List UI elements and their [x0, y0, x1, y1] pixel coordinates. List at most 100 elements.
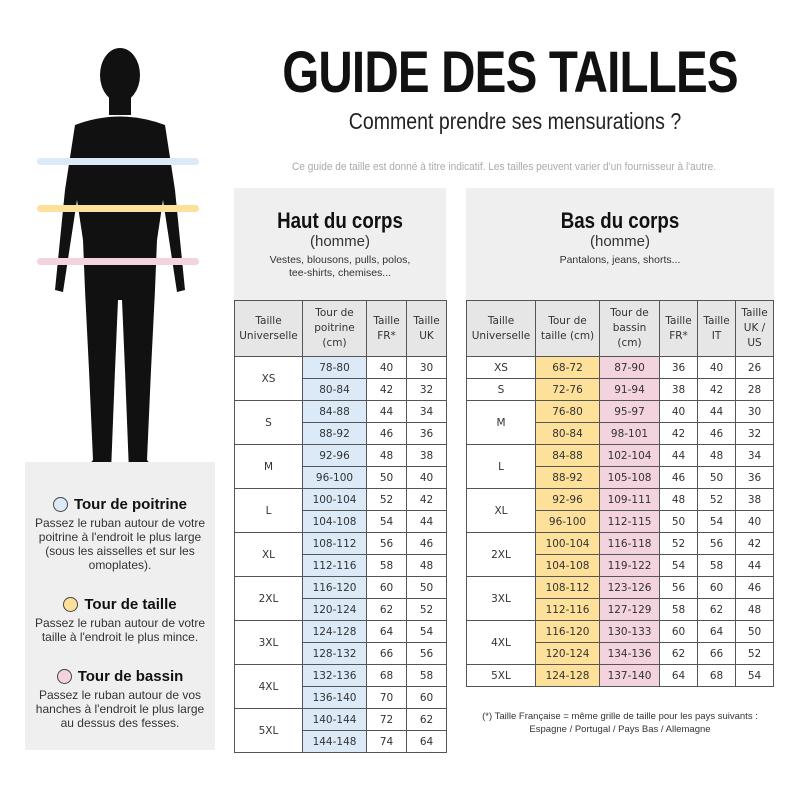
table-row: L 100-104 52 42 [234, 488, 447, 533]
value-cell: 64 [659, 664, 698, 687]
value-cell: 137-140 [599, 664, 660, 687]
size-cell: 2XL [466, 532, 536, 577]
value-cell: 62 [659, 642, 698, 665]
value-cell: 46 [366, 422, 407, 445]
value-cell: 66 [697, 642, 736, 665]
column-header: Taille IT [697, 300, 736, 357]
value-cell: 72-76 [535, 378, 600, 401]
size-cell: XL [234, 532, 303, 577]
value-cell: 96-100 [535, 510, 600, 533]
value-cell: 50 [697, 466, 736, 489]
value-cell: 50 [659, 510, 698, 533]
bottom-title: Bas du corps [560, 208, 680, 233]
value-cell: 48 [659, 488, 698, 511]
value-cell: 42 [659, 422, 698, 445]
value-cell: 123-126 [599, 576, 660, 599]
value-cell: 64 [697, 620, 736, 643]
value-cell: 68 [366, 664, 407, 687]
body-silhouette [37, 48, 199, 472]
value-cell: 54 [366, 510, 407, 533]
value-cell: 54 [659, 554, 698, 577]
value-cell: 60 [366, 576, 407, 599]
size-cell: 5XL [466, 664, 536, 687]
size-cell: 3XL [466, 576, 536, 621]
value-cell: 38 [735, 488, 774, 511]
top-size-table: Taille Universelle Tour de poitrine (cm) T… [234, 300, 447, 753]
hips-dot-icon [56, 669, 72, 684]
table-row: XL 108-112 56 46 [234, 532, 447, 577]
value-cell: 109-111 [599, 488, 660, 511]
measure-title: Tour de bassin [77, 668, 184, 685]
value-cell: 52 [406, 598, 447, 621]
measure-title: Tour de poitrine [73, 496, 188, 513]
value-cell: 130-133 [599, 620, 660, 643]
size-cell: 4XL [234, 664, 303, 709]
measure-hips: Tour de bassin Passez le ruban autour de… [25, 668, 215, 730]
value-cell: 80-84 [302, 378, 367, 401]
table-row: 88-92 105-108 46 50 36 [467, 466, 774, 489]
table-row: S 72-76 91-94 38 42 28 [466, 378, 774, 401]
column-header: Taille Universelle [466, 300, 536, 357]
value-cell: 40 [366, 356, 407, 379]
value-cell: 80-84 [535, 422, 600, 445]
value-cell: 100-104 [302, 488, 367, 511]
table-row: 3XL 124-128 64 54 [234, 620, 447, 665]
column-header: Taille FR* [659, 300, 698, 357]
table-row: M 76-80 95-97 40 44 30 [466, 400, 774, 445]
table-row: 136-140 70 60 [235, 686, 447, 709]
value-cell: 40 [697, 356, 736, 379]
value-cell: 36 [406, 422, 447, 445]
value-cell: 36 [659, 356, 698, 379]
table-row: 4XL 132-136 68 58 [234, 664, 447, 709]
value-cell: 66 [366, 642, 407, 665]
value-cell: 46 [406, 532, 447, 555]
table-row: 112-116 127-129 58 62 48 [467, 598, 774, 621]
value-cell: 60 [659, 620, 698, 643]
value-cell: 112-116 [302, 554, 367, 577]
table-row: 96-100 50 40 [235, 466, 447, 489]
value-cell: 58 [366, 554, 407, 577]
value-cell: 92-96 [302, 444, 367, 467]
column-header: Taille UK / US [735, 300, 774, 357]
value-cell: 102-104 [599, 444, 660, 467]
value-cell: 40 [659, 400, 698, 423]
value-cell: 28 [735, 378, 774, 401]
value-cell: 116-120 [535, 620, 600, 643]
value-cell: 30 [735, 400, 774, 423]
top-header: Haut du corps (homme) Vestes, blousons, … [234, 188, 446, 300]
table-row: 5XL 140-144 72 62 [234, 708, 447, 753]
value-cell: 54 [697, 510, 736, 533]
column-header: Taille UK [406, 300, 447, 357]
column-header: Tour de bassin (cm) [599, 300, 660, 357]
value-cell: 30 [406, 356, 447, 379]
value-cell: 124-128 [535, 664, 600, 687]
page-subtitle: Comment prendre ses mensurations ? [348, 108, 682, 134]
value-cell: 48 [697, 444, 736, 467]
footnote: (*) Taille Française = même grille de ta… [482, 711, 758, 735]
value-cell: 46 [659, 466, 698, 489]
value-cell: 32 [406, 378, 447, 401]
value-cell: 108-112 [535, 576, 600, 599]
value-cell: 50 [366, 466, 407, 489]
value-cell: 56 [366, 532, 407, 555]
table-row: 3XL 108-112 123-126 56 60 46 [466, 576, 774, 621]
table-row: 104-108 54 44 [235, 510, 447, 533]
table-row: XS 78-80 40 30 [234, 356, 447, 401]
size-cell: 2XL [234, 576, 303, 621]
top-desc: Vestes, blousons, pulls, polos, tee-shir… [269, 254, 411, 279]
table-row: 80-84 42 32 [235, 378, 447, 401]
table-row: S 84-88 44 34 [234, 400, 447, 445]
value-cell: 92-96 [535, 488, 600, 511]
value-cell: 42 [697, 378, 736, 401]
value-cell: 64 [406, 730, 447, 753]
size-cell: L [234, 488, 303, 533]
value-cell: 62 [406, 708, 447, 731]
size-cell: 5XL [234, 708, 303, 753]
value-cell: 68-72 [535, 356, 600, 379]
value-cell: 116-118 [599, 532, 660, 555]
value-cell: 72 [366, 708, 407, 731]
value-cell: 98-101 [599, 422, 660, 445]
value-cell: 76-80 [535, 400, 600, 423]
value-cell: 44 [659, 444, 698, 467]
value-cell: 48 [406, 554, 447, 577]
